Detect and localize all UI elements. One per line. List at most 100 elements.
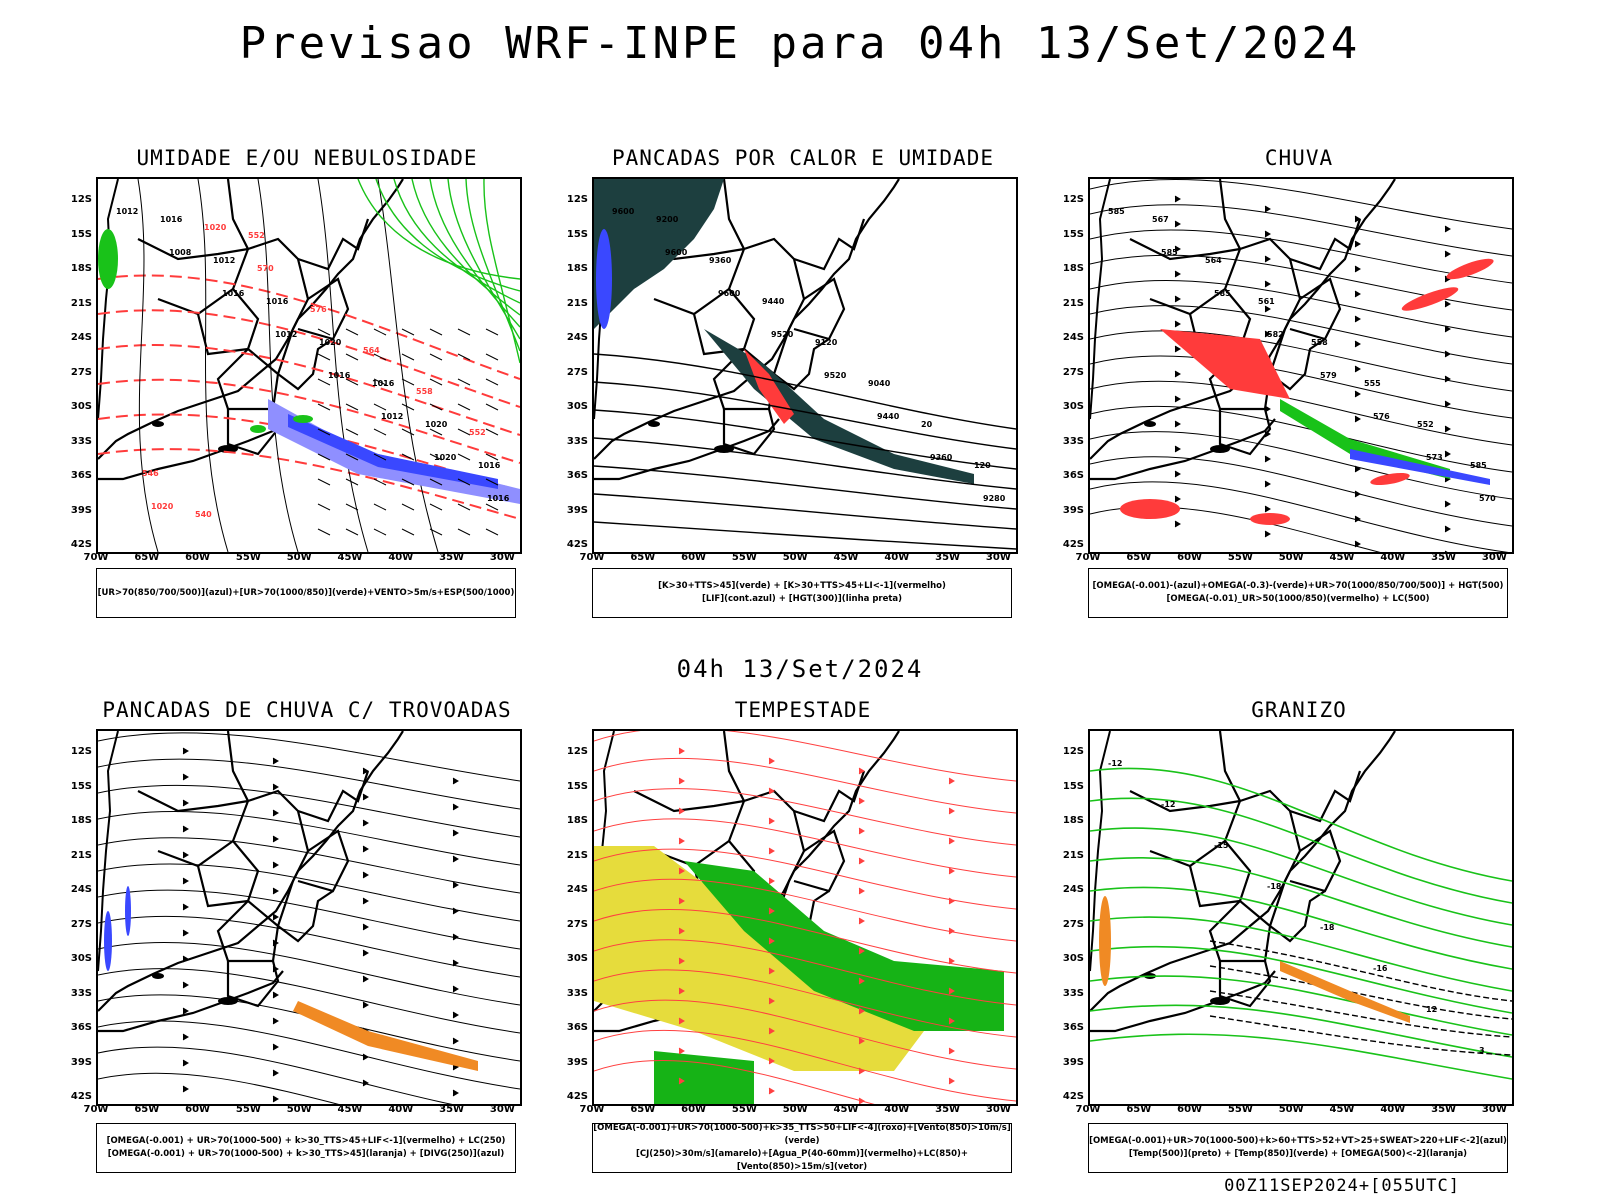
streamline-arrow xyxy=(1264,280,1271,288)
map-canvas-tempestade xyxy=(594,731,1016,1104)
lat-label: 15S xyxy=(1062,228,1084,240)
streamline-arrow xyxy=(452,1089,459,1097)
lat-label: 27S xyxy=(566,366,588,378)
coastline-south xyxy=(98,418,284,481)
isobar xyxy=(137,179,159,552)
streamline xyxy=(594,1029,1016,1102)
map-canvas-chuva xyxy=(1090,179,1512,552)
streamline-arrow xyxy=(1174,220,1181,228)
streamline-arrow xyxy=(1174,470,1181,478)
temp850-contour xyxy=(1090,1033,1512,1080)
streamline-arrow xyxy=(1354,465,1361,473)
lat-label: 24S xyxy=(1062,332,1084,343)
country-border xyxy=(277,338,334,391)
streamline-arrow xyxy=(948,777,955,785)
contour-label: 1012 xyxy=(213,256,236,265)
streamline-arrow xyxy=(452,1037,459,1045)
streamline-arrow xyxy=(678,1047,685,1055)
lat-label: 18S xyxy=(566,263,588,274)
streamline-arrow xyxy=(678,957,685,965)
divergence-blue xyxy=(104,911,112,971)
contour-label: 1012 xyxy=(381,412,404,421)
lon-label: 30W xyxy=(1481,552,1507,563)
streamline-arrow xyxy=(452,829,459,837)
map-canvas-pancadas-calor xyxy=(594,179,1016,550)
lon-label: 70W xyxy=(1075,552,1101,563)
wind-vector xyxy=(345,353,359,361)
lat-label: 42S xyxy=(566,1091,588,1102)
omega-orange-band xyxy=(1099,896,1111,986)
lat-label: 27S xyxy=(566,918,588,930)
contour-label: 3 xyxy=(1479,1046,1485,1055)
streamline xyxy=(594,999,1016,1070)
wind-vector xyxy=(373,428,387,436)
streamline-arrow xyxy=(1444,425,1451,433)
streamline-arrow xyxy=(1174,520,1181,528)
coastline-south xyxy=(98,970,284,1033)
contour-label: 9120 xyxy=(815,338,838,347)
lat-label: 33S xyxy=(1062,987,1084,999)
lat-label: 21S xyxy=(70,849,92,861)
wind-vector xyxy=(373,328,387,336)
wind-vector xyxy=(401,353,415,361)
contour-label: 552 xyxy=(1417,420,1434,429)
lon-label: 65W xyxy=(134,552,160,563)
country-border xyxy=(1239,237,1302,375)
humidity-band-core xyxy=(288,414,498,489)
legend-line: [LIF](cont.azul) + [HGT(300)](linha pret… xyxy=(701,594,903,604)
streamline-arrow xyxy=(1354,365,1361,373)
wind-vector xyxy=(317,428,331,436)
wind-vector xyxy=(457,428,471,436)
contour-label: 558 xyxy=(416,387,433,396)
lake xyxy=(1210,997,1230,1005)
streamline-arrow xyxy=(858,917,865,925)
lat-label: 39S xyxy=(70,1056,92,1068)
wind-vector xyxy=(401,403,415,411)
streamline-arrow xyxy=(182,903,189,911)
lat-label: 36S xyxy=(1062,1022,1084,1033)
country-border xyxy=(1289,770,1362,823)
streamline-arrow xyxy=(858,1067,865,1075)
streamline xyxy=(594,818,1016,878)
streamline xyxy=(594,1059,875,1104)
streamline-arrow xyxy=(362,897,369,905)
lon-label: 50W xyxy=(286,1104,312,1115)
lon-label: 30W xyxy=(489,1104,515,1115)
country-border xyxy=(633,790,745,813)
lat-label: 30S xyxy=(70,953,92,964)
streamline-arrow xyxy=(948,1017,955,1025)
contour-label: 1016 xyxy=(487,494,510,503)
wind-vector xyxy=(401,453,415,461)
country-border xyxy=(297,770,370,823)
wind-vector xyxy=(373,478,387,486)
lon-label: 40W xyxy=(388,552,414,563)
streamline-arrow xyxy=(1264,305,1271,313)
wind-vector xyxy=(485,403,499,411)
temp850-contour xyxy=(1090,857,1512,948)
streamline xyxy=(1090,481,1509,552)
streamline xyxy=(98,968,520,1034)
wind-vector xyxy=(401,428,415,436)
lat-label: 30S xyxy=(70,401,92,412)
lon-label: 45W xyxy=(1329,552,1355,563)
contour-label: -18 xyxy=(1267,882,1282,891)
country-border xyxy=(793,770,866,823)
temp850-contour xyxy=(1090,797,1512,904)
streamline-arrow xyxy=(1264,430,1271,438)
contour-label: 555 xyxy=(1364,379,1381,388)
streamline-arrow xyxy=(948,1077,955,1085)
thickness-contour xyxy=(98,344,520,436)
lat-label: 15S xyxy=(70,228,92,240)
streamline-arrow xyxy=(452,985,459,993)
lon-label: 40W xyxy=(884,1104,910,1115)
lat-label: 42S xyxy=(1062,1091,1084,1102)
lat-label: 27S xyxy=(1062,366,1084,378)
lat-label: 27S xyxy=(1062,918,1084,930)
country-border xyxy=(712,348,769,411)
country-border xyxy=(743,237,806,375)
wind-vector xyxy=(373,378,387,386)
lat-label: 27S xyxy=(70,918,92,930)
streamline xyxy=(98,1020,520,1090)
country-border xyxy=(247,237,310,375)
lat-label: 12S xyxy=(70,746,92,757)
